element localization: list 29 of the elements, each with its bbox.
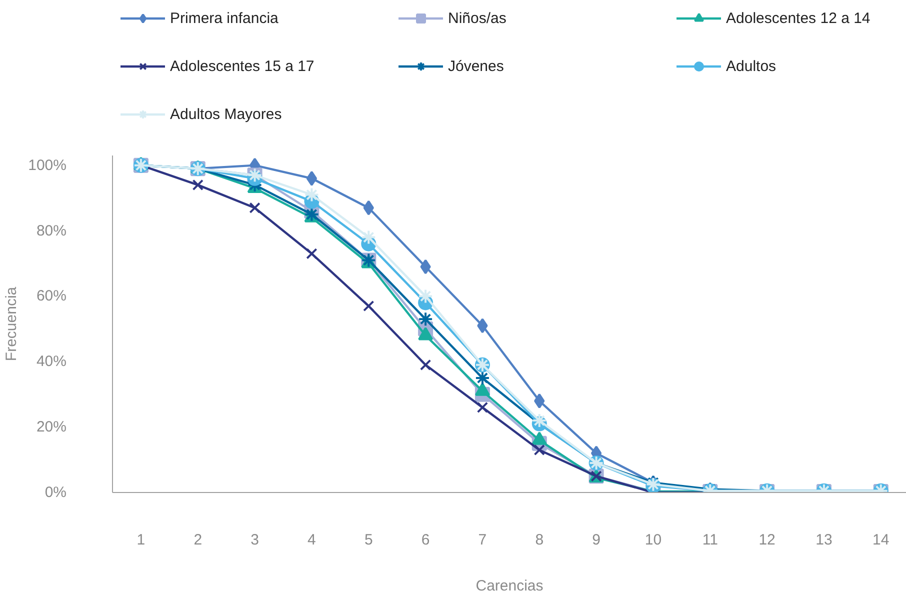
x-axis-title: Carencias [476, 578, 544, 594]
x-tick-label: 2 [194, 532, 202, 548]
legend-label: Primera infancia [170, 10, 280, 26]
x-tick-label: 1 [136, 532, 146, 548]
x-tick-label: 8 [535, 532, 544, 548]
x-tick-label: 6 [421, 532, 430, 548]
y-tick-label: 40% [36, 353, 67, 370]
legend-label: Adolescentes 15 a 17 [170, 58, 316, 74]
x-tick-label: 14 [872, 532, 890, 548]
x-tick-label: 13 [816, 532, 832, 548]
y-tick-label: 0% [44, 484, 67, 501]
x-tick-label: 10 [644, 532, 662, 548]
x-tick-label: 5 [364, 532, 373, 548]
x-tick-label: 11 [702, 532, 718, 548]
y-tick-label: 20% [36, 418, 67, 436]
legend-label: Adolescentes 12 a 14 [726, 10, 872, 26]
x-tick-label: 7 [478, 532, 487, 548]
y-tick-label: 80% [36, 222, 67, 240]
legend-label: Jóvenes [448, 58, 505, 74]
x-tick-label: 3 [250, 532, 259, 548]
x-tick-label: 12 [758, 532, 776, 548]
legend-label: Niños/as [448, 10, 508, 26]
legend-label: Adultos Mayores [170, 106, 283, 122]
y-tick-label: 100% [28, 156, 67, 174]
y-tick-label: 60% [36, 288, 67, 305]
y-axis-title: Frecuencia [3, 286, 20, 362]
x-tick-label: 9 [592, 532, 600, 548]
legend-label: Adultos [726, 58, 778, 74]
x-tick-label: 4 [308, 532, 316, 548]
